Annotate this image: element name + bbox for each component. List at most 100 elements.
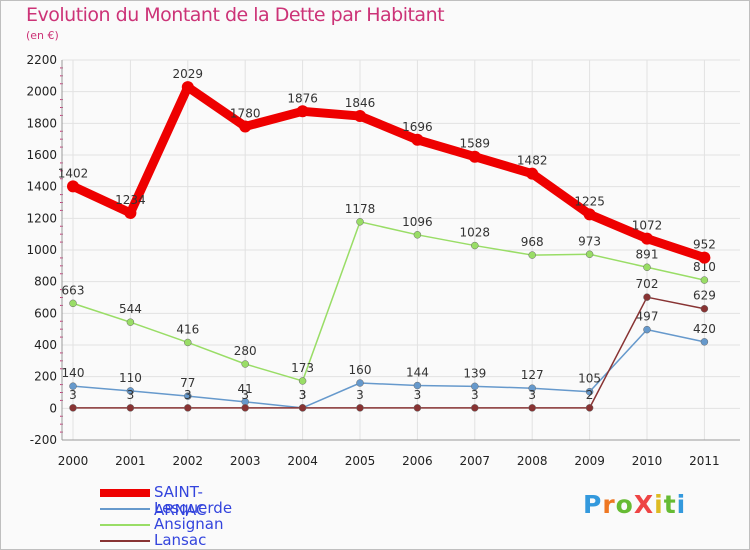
data-point [413,231,422,239]
x-tick-label: 2009 [574,454,605,468]
data-label: 160 [349,363,372,377]
data-point [413,381,422,390]
x-tick-label: 2011 [689,454,720,468]
data-label: 1876 [287,91,318,105]
y-tick-label: 0 [49,401,57,415]
data-point [184,392,192,400]
data-label: 2 [586,388,594,402]
y-tick-label: 1200 [26,211,57,225]
series-line-lesquerde [72,328,705,409]
data-label: 3 [528,388,536,402]
legend-swatch-ansignan [100,524,150,526]
y-tick-label: 200 [34,370,57,384]
data-point [413,404,422,412]
data-point [528,384,536,392]
data-label: 144 [406,366,429,380]
data-point [698,251,711,264]
data-label: 139 [463,366,486,380]
data-point [69,404,77,412]
data-label: 173 [291,361,314,375]
data-point [126,404,135,412]
data-label: 1780 [230,107,261,121]
data-label: 1234 [115,193,146,207]
data-label: 497 [636,310,659,324]
y-tick-label: 400 [34,338,57,352]
data-point [184,338,192,347]
data-point [528,404,536,412]
data-label: 810 [693,260,716,274]
data-label: 1402 [58,166,89,180]
data-point [67,180,79,193]
logo-letter: P [583,490,603,519]
data-label: 629 [693,289,716,303]
legend-label-lansac: Lansac [154,531,207,549]
data-point [643,263,651,272]
data-point [126,387,135,395]
series-line-saint-arnac [71,82,706,262]
x-tick-label: 2002 [173,454,204,468]
data-point [585,250,594,259]
data-label: 105 [578,372,601,386]
data-label: 140 [62,366,85,380]
data-point [583,208,596,221]
x-tick-label: 2010 [632,454,663,468]
data-point [241,404,249,412]
data-label: 968 [521,235,544,249]
data-label: 3 [299,388,307,402]
data-point [241,360,249,368]
x-tick-label: 2006 [402,454,433,468]
legend-swatch-saint-arnac [100,489,150,497]
data-label: 1178 [345,202,376,216]
y-tick-label: 2000 [26,85,57,99]
logo-letter: r [602,490,616,519]
data-point [181,81,194,94]
proxiti-logo: ProXiti [583,490,686,519]
data-point [356,218,364,226]
data-label: 3 [127,388,135,402]
data-point [471,404,479,412]
data-label: 702 [636,277,659,291]
data-label: 1225 [574,194,605,208]
y-tick-label: 2200 [26,53,57,67]
data-point [296,105,309,118]
data-point [526,167,539,180]
data-label: 663 [62,283,85,297]
data-label: 420 [693,322,716,336]
data-label: 1482 [517,154,548,168]
data-label: 127 [521,368,544,382]
data-point [528,251,536,259]
y-tick-label: 1600 [26,148,57,162]
legend-swatch-lesquerde [100,508,150,510]
y-tick-label: -200 [30,433,57,447]
logo-letter: t [663,490,677,519]
data-point [700,304,709,313]
data-label: 544 [119,302,142,316]
data-point [69,299,77,308]
data-point [69,382,77,390]
data-label: 3 [241,388,249,402]
data-label: 891 [636,247,659,261]
data-point [184,404,192,412]
data-label: 77 [180,376,195,390]
data-label: 3 [299,388,307,402]
data-label: 280 [234,344,257,358]
logo-letter: o [615,490,634,519]
legend-label-lesquerde: Lesquerde [154,499,233,517]
y-tick-label: 1800 [26,116,57,130]
data-label: 952 [693,238,716,252]
data-point [471,382,479,391]
data-point [298,404,307,412]
chart-subtitle: (en €) [26,29,59,42]
data-point [354,110,366,123]
series-line-ansignan [72,221,705,382]
x-tick-label: 2008 [517,454,548,468]
data-point [585,387,594,396]
data-point [298,377,307,385]
legend-label-ansignan: Ansignan [154,515,224,533]
data-label: 1096 [402,215,433,229]
data-point [643,293,651,301]
logo-letter: i [654,490,664,519]
data-label: 1589 [460,137,491,151]
data-point [471,241,479,250]
y-tick-label: 800 [34,275,57,289]
